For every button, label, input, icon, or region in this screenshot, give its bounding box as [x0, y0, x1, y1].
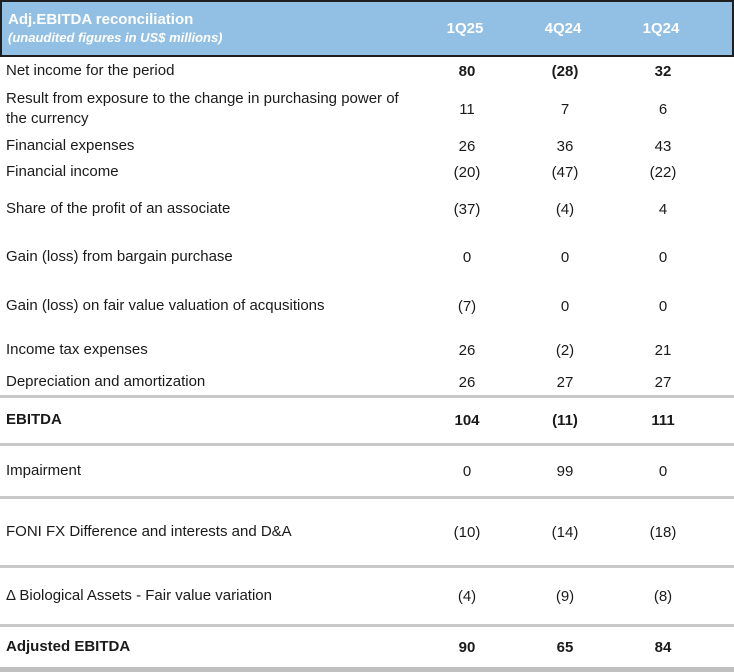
row-ebitda: EBITDA 104 (11) 111 [0, 398, 734, 443]
cell-value: 11 [459, 100, 475, 118]
row-foni-fx-difference: FONI FX Difference and interests and D&A… [0, 499, 734, 565]
cell-value: (47) [551, 163, 579, 181]
table-subtitle: (unaudited figures in US$ millions) [8, 29, 223, 45]
separator-line [0, 624, 734, 627]
row-gain-bargain-purchase: Gain (loss) from bargain purchase 0 0 0 [0, 233, 734, 281]
cell-value: (28) [551, 62, 579, 80]
row-label: Financial expenses [6, 136, 135, 154]
cell-value: 36 [556, 137, 574, 155]
cell-value: 90 [458, 638, 476, 656]
table-title-block: Adj.EBITDA reconciliation (unaudited fig… [2, 11, 416, 45]
row-biological-assets-fair-value: Δ Biological Assets - Fair value variati… [0, 568, 734, 624]
column-header-1q24: 1Q24 [642, 20, 680, 37]
cell-value: 0 [462, 248, 472, 266]
cell-value: 6 [658, 100, 668, 118]
separator-line [0, 395, 734, 398]
column-header-4q24: 4Q24 [544, 20, 582, 37]
column-header-1q25: 1Q25 [446, 20, 484, 37]
row-share-profit-associate: Share of the profit of an associate (37)… [0, 185, 734, 233]
cell-value: (7) [457, 297, 477, 315]
cell-value: 32 [654, 62, 672, 80]
separator-line [0, 496, 734, 499]
row-income-tax-expenses: Income tax expenses 26 (2) 21 [0, 331, 734, 369]
bottom-border-bar [0, 667, 734, 672]
cell-value: (22) [649, 163, 677, 181]
row-label: Δ Biological Assets - Fair value variati… [6, 586, 272, 604]
row-label: Income tax expenses [6, 340, 148, 358]
cell-value: 65 [556, 638, 574, 656]
cell-value: 80 [458, 62, 476, 80]
row-label: Gain (loss) on fair value valuation of a… [6, 296, 325, 314]
cell-value: (11) [552, 412, 578, 429]
row-result-purchasing-power: Result from exposure to the change in pu… [0, 85, 734, 133]
row-net-income: Net income for the period 80 (28) 32 [0, 57, 734, 85]
row-financial-expenses: Financial expenses 26 36 43 [0, 133, 734, 159]
separator-line [0, 565, 734, 568]
cell-value: 27 [556, 373, 574, 391]
row-adjusted-ebitda: Adjusted EBITDA 90 65 84 [0, 627, 734, 667]
cell-value: 43 [654, 137, 672, 155]
row-label: Gain (loss) from bargain purchase [6, 247, 233, 265]
cell-value: (4) [457, 587, 477, 605]
cell-value: 0 [658, 248, 668, 266]
row-label: Net income for the period [6, 61, 175, 79]
row-label: Impairment [6, 461, 82, 479]
row-label: Result from exposure to the change in pu… [6, 89, 399, 127]
row-label: Financial income [6, 162, 119, 180]
cell-value: (14) [551, 523, 579, 541]
cell-value: (37) [453, 200, 481, 218]
cell-value: 104 [454, 412, 480, 429]
row-financial-income: Financial income (20) (47) (22) [0, 159, 734, 185]
cell-value: 26 [458, 137, 476, 155]
row-label: FONI FX Difference and interests and D&A [6, 522, 292, 540]
row-label: Adjusted EBITDA [6, 637, 131, 655]
cell-value: 0 [560, 297, 570, 315]
cell-value: 26 [458, 373, 476, 391]
cell-value: 111 [651, 412, 675, 429]
row-impairment: Impairment 0 99 0 [0, 446, 734, 496]
cell-value: 4 [658, 200, 668, 218]
cell-value: (4) [555, 200, 575, 218]
cell-value: 0 [462, 462, 472, 480]
row-label: Depreciation and amortization [6, 372, 206, 390]
cell-value: 7 [560, 100, 570, 118]
row-label: EBITDA [6, 411, 62, 429]
cell-value: 84 [654, 638, 672, 656]
row-label: Share of the profit of an associate [6, 199, 231, 217]
cell-value: 26 [458, 341, 476, 359]
separator-line [0, 443, 734, 446]
cell-value: (20) [453, 163, 481, 181]
cell-value: 27 [654, 373, 672, 391]
row-depreciation-amortization: Depreciation and amortization 26 27 27 [0, 369, 734, 395]
cell-value: (10) [453, 523, 481, 541]
table-header: Adj.EBITDA reconciliation (unaudited fig… [0, 0, 734, 57]
cell-value: (2) [555, 341, 575, 359]
cell-value: (9) [555, 587, 575, 605]
cell-value: 0 [658, 462, 668, 480]
cell-value: 21 [654, 341, 672, 359]
table-title: Adj.EBITDA reconciliation [8, 11, 194, 29]
cell-value: 99 [556, 462, 574, 480]
cell-value: (18) [649, 523, 677, 541]
row-gain-fair-value-acquisitions: Gain (loss) on fair value valuation of a… [0, 281, 734, 331]
cell-value: 0 [658, 297, 668, 315]
cell-value: (8) [653, 587, 673, 605]
cell-value: 0 [560, 248, 570, 266]
